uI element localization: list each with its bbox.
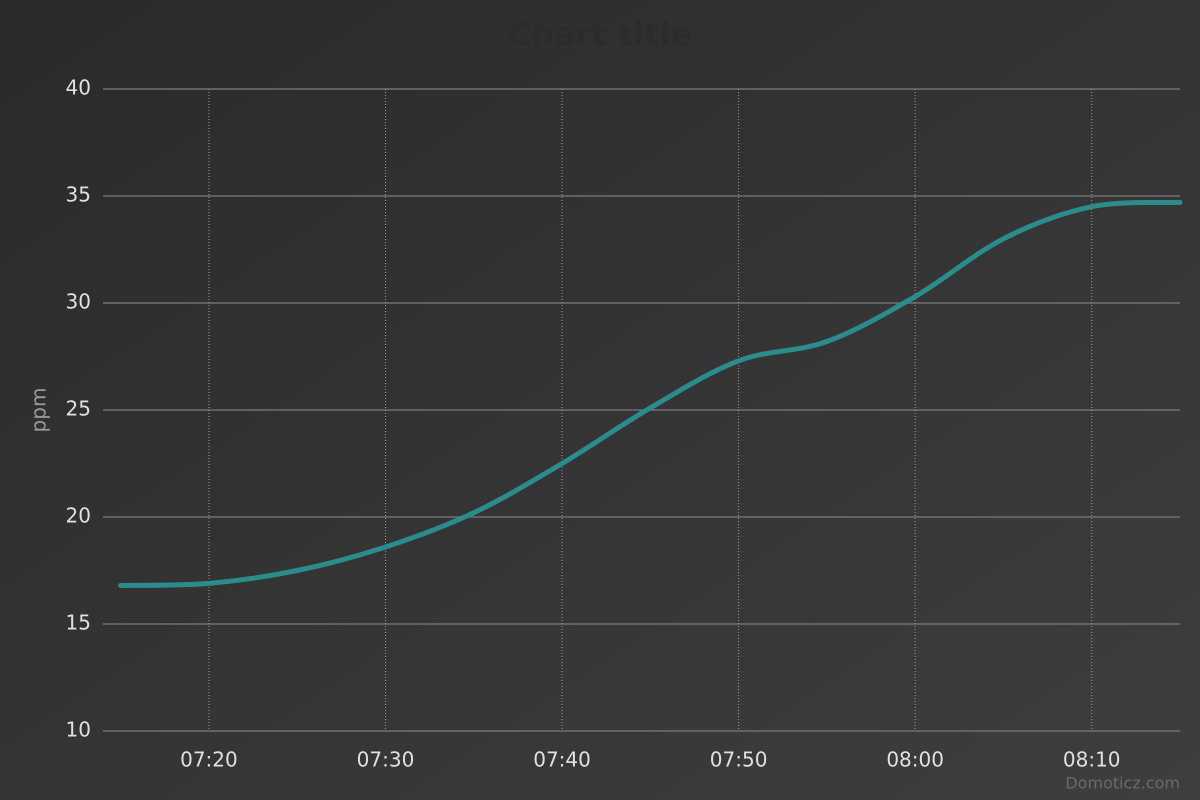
y-tick-label: 40 <box>66 76 91 100</box>
y-tick-label: 30 <box>66 290 91 314</box>
y-axis-label: ppm <box>27 388 51 433</box>
x-tick-label: 08:10 <box>1063 748 1121 772</box>
data-line <box>118 199 1183 588</box>
y-tick-label: 25 <box>66 397 91 421</box>
y-tick-label: 10 <box>66 718 91 742</box>
credits: Domoticz.com <box>1065 774 1180 793</box>
chart-title: Chart title <box>508 15 692 53</box>
y-tick-label: 15 <box>66 611 91 635</box>
x-tick-label: 07:20 <box>180 748 238 772</box>
x-tick-label: 08:00 <box>886 748 944 772</box>
x-tick-label: 07:30 <box>357 748 415 772</box>
y-tick-label: 20 <box>66 504 91 528</box>
x-tick-label: 07:40 <box>533 748 591 772</box>
y-tick-label: 35 <box>66 183 91 207</box>
x-tick-label: 07:50 <box>710 748 768 772</box>
